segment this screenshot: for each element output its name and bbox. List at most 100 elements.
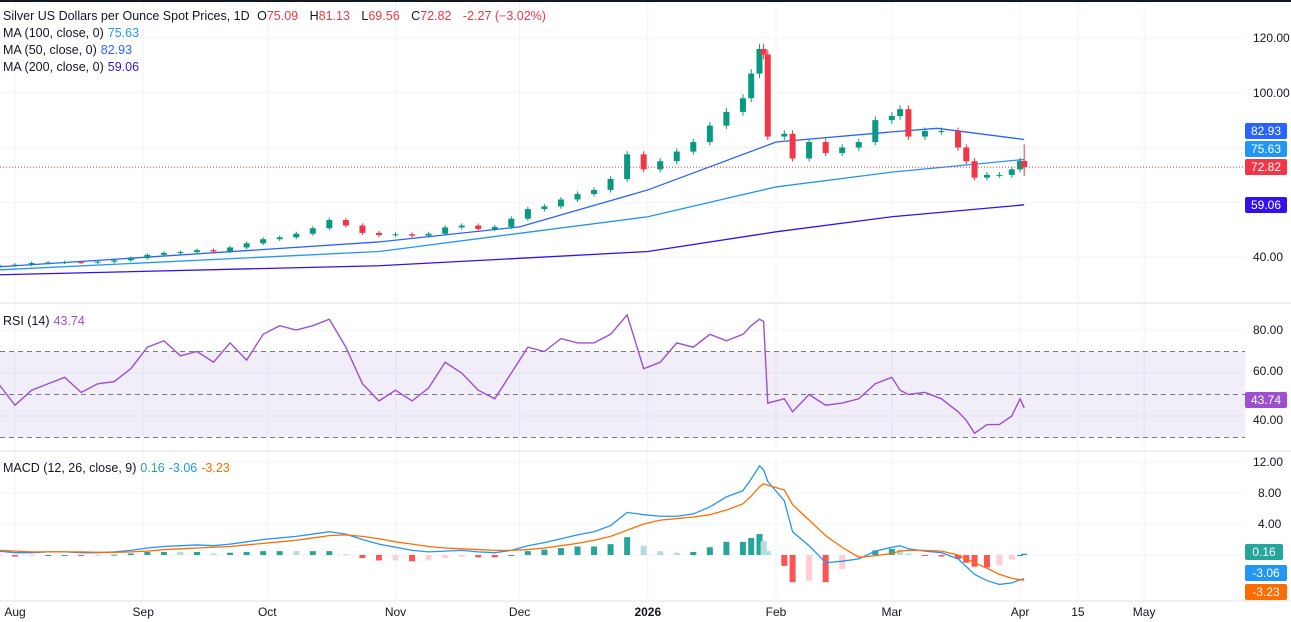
ma100-legend[interactable]: MA (100, close, 0) 75.63 <box>3 25 143 42</box>
macd-histogram-bar <box>640 545 647 555</box>
candle-body <box>111 260 118 262</box>
candle-body <box>375 232 382 236</box>
candle-body <box>607 178 614 190</box>
macd-legend[interactable]: MACD (12, 26, close, 9) 0.16 -3.06 -3.23 <box>3 460 234 477</box>
macd-histogram-bar <box>61 555 68 556</box>
candle-body <box>12 264 18 266</box>
macd-histogram-bar <box>342 554 349 556</box>
macd-histogram-bar <box>160 551 167 555</box>
time-tick-aug: Aug <box>4 605 26 619</box>
symbol-title: Silver US Dollars per Ounce Spot Prices,… <box>3 9 250 23</box>
macd-histogram-bar <box>309 551 316 555</box>
candle-body <box>442 227 449 234</box>
o-label: O <box>257 9 267 23</box>
candle-body <box>640 154 647 170</box>
macd-histogram-bar <box>475 555 482 558</box>
candle-body <box>0 265 2 267</box>
macd-histogram-bar <box>144 551 151 555</box>
open-label: O75.09 <box>257 9 302 23</box>
high-label: H81.13 <box>310 9 354 23</box>
ma200-line <box>0 204 1025 276</box>
candle-body <box>193 250 200 253</box>
candle-body <box>260 239 267 244</box>
candle-body <box>326 220 333 229</box>
time-tick-apr: Apr <box>1010 605 1030 619</box>
macd-histogram-bar <box>905 553 912 555</box>
macd-histogram-bar <box>1017 555 1024 556</box>
rsi-legend[interactable]: RSI (14) 43.74 <box>3 313 89 330</box>
candle-body <box>491 226 498 230</box>
macd-histogram-bar <box>425 555 432 561</box>
time-tick-dec: Dec <box>508 605 531 619</box>
candle-body <box>723 111 730 126</box>
candle-body <box>955 131 962 148</box>
macd-histogram-bar <box>1021 553 1028 555</box>
candle-body <box>839 147 846 153</box>
symbol-legend: Silver US Dollars per Ounce Spot Prices,… <box>3 8 550 25</box>
time-tick-may: May <box>1132 605 1156 619</box>
candle-body <box>524 209 531 219</box>
macd-histogram-bar <box>293 551 300 555</box>
macd-signal-value: -3.23 <box>201 461 230 475</box>
ma200-legend[interactable]: MA (200, close, 0) 59.06 <box>3 59 143 76</box>
macd-histogram-bar <box>0 555 2 556</box>
ma50-legend[interactable]: MA (50, close, 0) 82.93 <box>3 42 136 59</box>
candle-body <box>1021 160 1028 168</box>
time-tick-2026: 2026 <box>634 605 662 619</box>
candle-body <box>1017 160 1024 170</box>
candle-body <box>756 48 763 74</box>
macd-histogram-bar <box>855 555 862 557</box>
close-label: C72.82 <box>411 9 455 23</box>
candle-body <box>392 234 399 236</box>
time-tick-oct: Oct <box>257 605 277 619</box>
last-price-badge: 72.82 <box>1245 159 1287 175</box>
candle-body <box>127 258 134 261</box>
candle-body <box>293 233 300 238</box>
macd-histogram-bar <box>921 555 928 556</box>
time-tick-feb: Feb <box>765 605 787 619</box>
candle-body <box>888 116 895 121</box>
macd-histogram-bar <box>806 555 813 581</box>
l-label: L <box>361 9 369 23</box>
close-value: 72.82 <box>420 9 452 23</box>
ma50-label: MA (50, close, 0) <box>3 43 97 57</box>
candle-body <box>822 142 829 153</box>
macd-histogram-bar <box>177 551 184 555</box>
candle-body <box>177 252 184 254</box>
macd-histogram-bar <box>1008 555 1015 560</box>
candle-body <box>789 133 796 159</box>
candle-body <box>938 131 945 133</box>
ma100-value: 75.63 <box>107 26 140 40</box>
macd-histogram-bar <box>210 553 217 555</box>
macd-histogram-bar <box>557 548 564 555</box>
macd-histogram-bar <box>508 555 515 556</box>
candle-body <box>574 194 581 200</box>
rsi-tick-60: 60.00 <box>1253 364 1284 378</box>
macd-histogram-bar <box>193 551 200 555</box>
open-value: 75.09 <box>266 9 299 23</box>
macd-histogram-bar <box>897 549 904 555</box>
macd-histogram-bar <box>243 551 250 555</box>
macd-histogram-bar <box>839 555 846 569</box>
macd-histogram-bar <box>94 555 101 556</box>
rsi-label: RSI (14) <box>3 314 50 328</box>
price-tick-40: 40.00 <box>1253 250 1284 264</box>
rsi-tick-40: 40.00 <box>1253 413 1284 427</box>
low-value: 69.56 <box>368 9 400 23</box>
candle-body <box>963 147 970 162</box>
macd-signal-badge: -3.23 <box>1245 584 1287 600</box>
candle-body <box>227 247 234 252</box>
macd-histogram-bar <box>458 555 465 557</box>
candle-body <box>739 98 746 112</box>
h-label: H <box>309 9 319 23</box>
macd-histogram-bar <box>789 555 796 583</box>
candle-body <box>342 220 349 226</box>
candle-body <box>45 262 52 264</box>
macd-histogram-bar <box>996 555 1003 566</box>
candle-body <box>905 109 912 137</box>
macd-histogram-bar <box>574 546 581 555</box>
ma200-label: MA (200, close, 0) <box>3 60 104 74</box>
ma100-label: MA (100, close, 0) <box>3 26 104 40</box>
candle-body <box>1008 169 1015 175</box>
